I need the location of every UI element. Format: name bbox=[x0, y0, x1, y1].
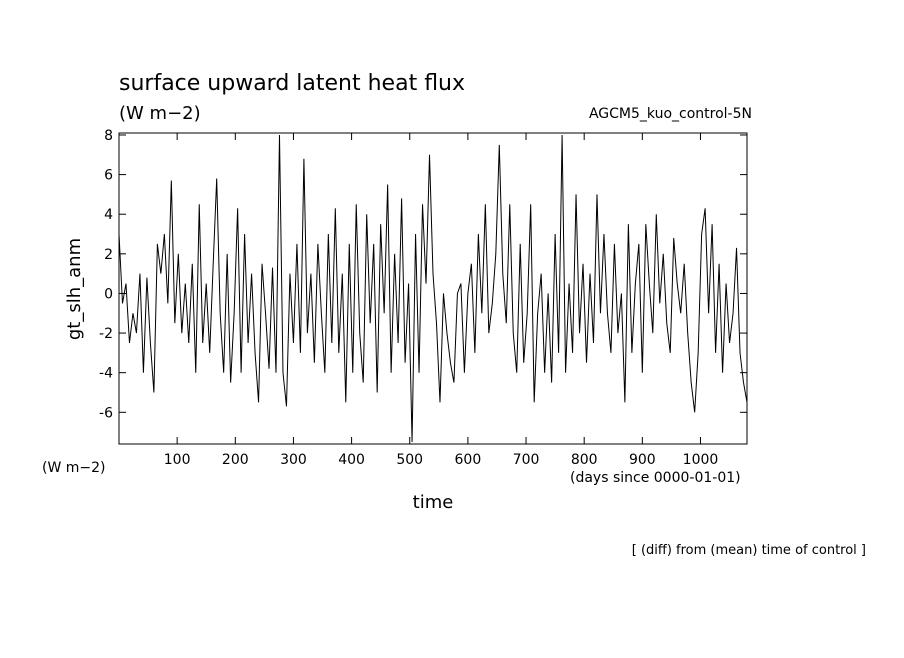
plot-frame bbox=[118, 132, 748, 445]
y-tick-label: 6 bbox=[104, 168, 113, 184]
footnote: [ (diff) from (mean) time of control ] bbox=[632, 543, 866, 558]
y-tick-label: 8 bbox=[104, 128, 113, 144]
x-tick-label: 900 bbox=[629, 452, 656, 468]
x-tick-label: 1000 bbox=[683, 452, 719, 468]
x-tick-label: 800 bbox=[571, 452, 598, 468]
experiment-label: AGCM5_kuo_control-5N bbox=[589, 106, 752, 122]
y-tick-label: 2 bbox=[104, 247, 113, 263]
chart-title: surface upward latent heat flux bbox=[119, 71, 465, 96]
x-tick-label: 500 bbox=[396, 452, 423, 468]
y-axis-label: gt_slh_anm bbox=[64, 238, 85, 340]
y-tick-label: -6 bbox=[99, 405, 113, 421]
y-tick-label: 0 bbox=[104, 286, 113, 302]
series-line bbox=[118, 134, 748, 443]
x-tick-label: 300 bbox=[280, 452, 307, 468]
x-unit: (days since 0000-01-01) bbox=[570, 470, 741, 486]
x-tick-label: 700 bbox=[513, 452, 540, 468]
x-tick-label: 400 bbox=[338, 452, 365, 468]
x-tick-label: 600 bbox=[455, 452, 482, 468]
x-tick-label: 100 bbox=[164, 452, 191, 468]
y-unit: (W m−2) bbox=[42, 460, 106, 476]
chart-subtitle: (W m−2) bbox=[119, 103, 201, 124]
y-tick-label: 4 bbox=[104, 207, 113, 223]
y-tick-label: -2 bbox=[99, 326, 113, 342]
x-tick-label: 200 bbox=[222, 452, 249, 468]
y-tick-label: -4 bbox=[99, 366, 113, 382]
x-axis-label: time bbox=[413, 492, 454, 513]
